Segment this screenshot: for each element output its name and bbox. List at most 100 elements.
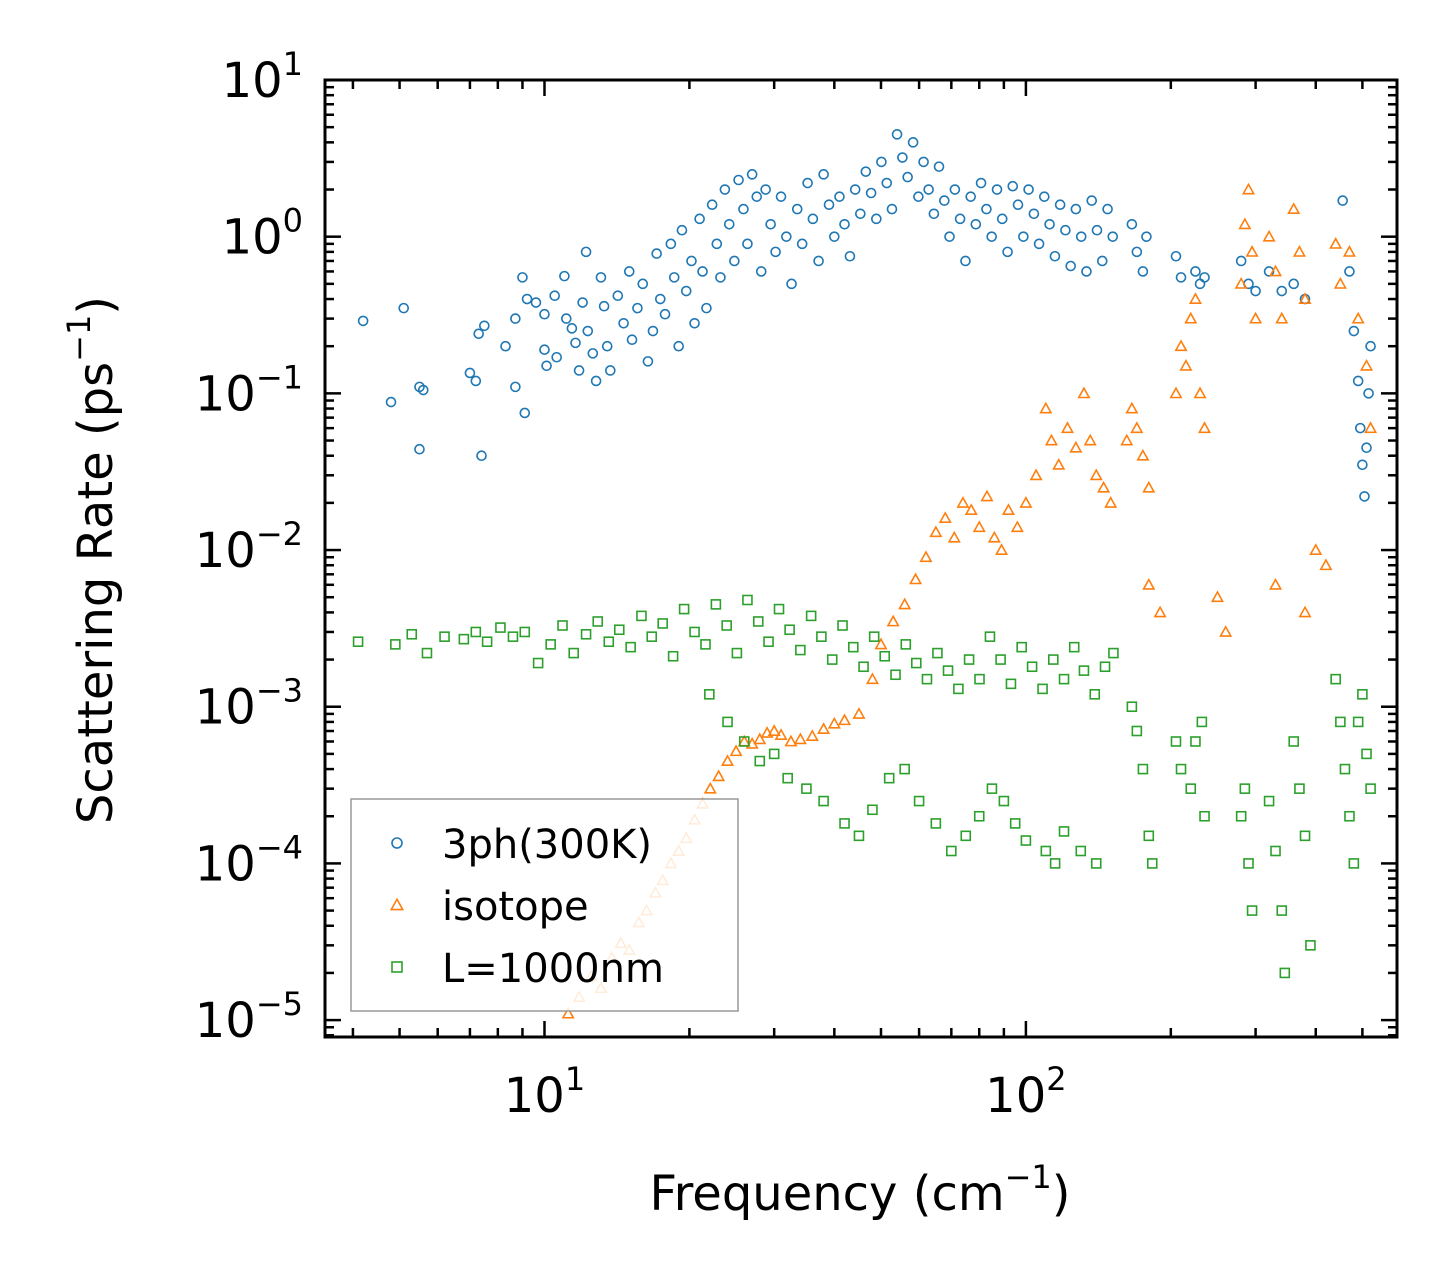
- point-s2-114: [1299, 830, 1311, 842]
- point-s2-105: [1239, 783, 1251, 794]
- point-s2-49: [942, 665, 954, 676]
- point-s0-112: [981, 203, 992, 215]
- point-s0-58: [706, 199, 718, 211]
- point-s2-107: [1246, 905, 1258, 916]
- point-s2-120: [1348, 858, 1360, 869]
- point-s1-31: [837, 713, 852, 726]
- point-s0-42: [637, 278, 649, 290]
- point-s0-22: [551, 351, 562, 363]
- point-s2-99: [1175, 763, 1187, 775]
- point-s2-24: [678, 603, 690, 615]
- point-s2-5: [458, 633, 470, 645]
- point-s0-148: [1250, 285, 1261, 297]
- point-s0-95: [891, 129, 903, 140]
- point-s2-122: [1357, 689, 1368, 700]
- point-s0-12: [510, 313, 521, 324]
- point-s0-29: [580, 246, 592, 258]
- point-s2-109: [1270, 845, 1281, 857]
- point-s0-78: [802, 177, 813, 189]
- point-s0-8: [473, 328, 484, 340]
- point-s2-72: [801, 783, 812, 794]
- point-s2-89: [1049, 858, 1061, 869]
- point-s0-4: [417, 384, 429, 396]
- data-points: [352, 129, 1378, 1019]
- point-s2-100: [1185, 783, 1197, 794]
- point-s0-27: [573, 365, 585, 376]
- point-s2-39: [837, 620, 848, 631]
- point-s2-31: [752, 616, 764, 627]
- point-s2-3: [421, 647, 433, 659]
- point-s0-67: [746, 169, 758, 180]
- point-s0-97: [902, 171, 913, 183]
- point-s2-112: [1288, 736, 1300, 747]
- point-s0-92: [876, 156, 887, 168]
- point-s0-120: [1023, 184, 1034, 195]
- point-s1-43: [964, 503, 978, 515]
- point-s0-114: [991, 184, 1003, 195]
- point-s2-62: [1078, 665, 1090, 676]
- point-s0-60: [715, 272, 726, 283]
- point-s0-108: [960, 255, 971, 267]
- point-s1-19: [729, 744, 743, 757]
- point-s0-134: [1096, 255, 1108, 267]
- point-s0-113: [986, 231, 997, 242]
- point-s0-51: [676, 224, 688, 236]
- point-s0-54: [689, 318, 700, 329]
- point-s0-121: [1028, 208, 1040, 220]
- x-axis-label: Frequency (cm−1): [649, 1158, 1070, 1222]
- point-s0-124: [1044, 218, 1055, 230]
- point-s1-53: [1044, 433, 1058, 446]
- point-s0-16: [521, 293, 533, 305]
- point-s1-58: [1083, 433, 1097, 446]
- point-s0-72: [770, 246, 781, 258]
- point-s0-56: [697, 266, 708, 277]
- point-s0-53: [686, 255, 697, 267]
- point-s0-70: [760, 184, 771, 195]
- point-s1-71: [1188, 292, 1202, 304]
- point-s2-101: [1190, 736, 1201, 747]
- point-s1-74: [1234, 277, 1248, 289]
- point-s2-38: [826, 654, 838, 665]
- point-s2-20: [636, 610, 647, 622]
- point-s1-81: [1275, 311, 1289, 324]
- legend-label-3ph: 3ph(300K): [442, 822, 652, 868]
- point-s2-123: [1361, 748, 1372, 760]
- point-s1-64: [1130, 421, 1144, 434]
- point-s0-73: [775, 191, 787, 202]
- point-s1-52: [1039, 401, 1053, 414]
- point-s0-145: [1199, 272, 1210, 283]
- point-s2-25: [689, 626, 700, 638]
- point-s2-92: [1090, 858, 1102, 869]
- point-s2-48: [932, 647, 943, 659]
- point-s2-30: [742, 594, 753, 606]
- point-s2-95: [1137, 763, 1149, 775]
- point-s0-116: [1002, 246, 1013, 258]
- point-s2-69: [754, 755, 766, 767]
- y-tick-label-0.01: 10−2: [195, 515, 303, 579]
- point-s0-43: [642, 356, 654, 367]
- point-s2-93: [1126, 701, 1138, 713]
- point-s1-32: [852, 707, 866, 719]
- point-s0-82: [823, 199, 835, 211]
- point-s1-54: [1052, 457, 1066, 470]
- point-s1-59: [1089, 468, 1103, 481]
- point-s0-65: [738, 203, 749, 215]
- point-s1-51: [1029, 468, 1043, 481]
- legend-marker-0: [391, 837, 403, 849]
- point-s1-57: [1077, 386, 1091, 399]
- point-s0-37: [612, 290, 624, 302]
- point-s2-110: [1276, 905, 1288, 916]
- point-s0-151: [1288, 278, 1300, 290]
- point-s0-26: [570, 337, 581, 349]
- point-s0-59: [711, 238, 723, 250]
- point-s0-96: [897, 152, 908, 163]
- point-s2-41: [858, 661, 869, 673]
- point-s2-94: [1131, 725, 1143, 737]
- point-s0-44: [647, 325, 659, 337]
- point-s2-8: [495, 622, 506, 633]
- point-s2-6: [470, 626, 482, 638]
- point-s0-123: [1039, 191, 1050, 202]
- point-s2-76: [867, 804, 878, 816]
- point-s1-39: [929, 525, 943, 538]
